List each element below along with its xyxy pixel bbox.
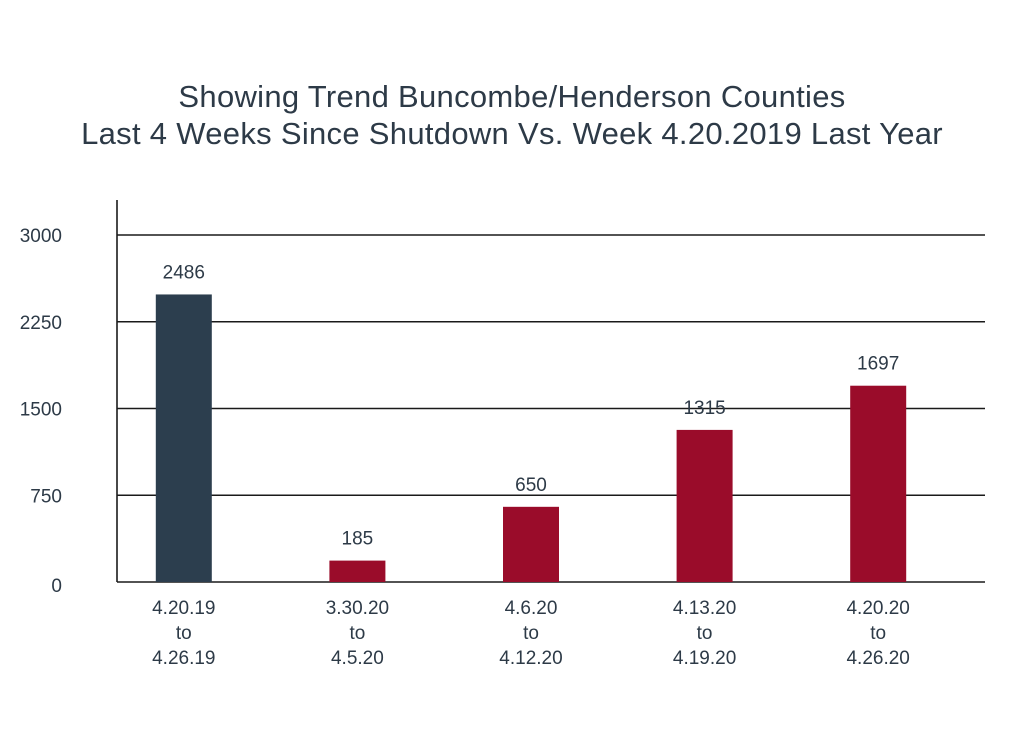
y-tick-label: 3000 [20, 226, 62, 247]
x-tick-label: to [523, 623, 539, 644]
x-tick-label: 4.12.20 [499, 648, 562, 669]
y-tick-label: 1500 [20, 400, 62, 421]
x-tick-label: to [870, 623, 886, 644]
chart-title: Showing Trend Buncombe/Henderson Countie… [178, 79, 846, 114]
bar [155, 294, 212, 582]
y-tick-label: 750 [30, 486, 62, 507]
x-tick-label: 4.5.20 [331, 648, 384, 669]
x-tick-label: 4.26.19 [152, 648, 215, 669]
x-tick-label: 4.13.20 [673, 598, 736, 619]
bar [503, 506, 559, 582]
data-label: 1315 [683, 398, 725, 419]
x-tick-label: 4.19.20 [673, 648, 736, 669]
data-label: 1697 [857, 354, 899, 375]
chart-subtitle: Last 4 Weeks Since Shutdown Vs. Week 4.2… [81, 116, 943, 151]
y-tick-label: 0 [51, 576, 62, 597]
data-label: 650 [515, 475, 547, 496]
bar [850, 385, 907, 582]
y-tick-label: 2250 [20, 313, 62, 334]
bar [329, 560, 386, 582]
data-label: 185 [342, 529, 374, 550]
x-tick-label: to [697, 623, 713, 644]
x-tick-label: 3.30.20 [326, 598, 389, 619]
data-label: 2486 [163, 262, 205, 283]
bar [676, 429, 733, 582]
x-tick-label: to [349, 623, 365, 644]
x-tick-label: 4.20.19 [152, 598, 215, 619]
x-tick-label: 4.26.20 [846, 648, 909, 669]
x-tick-label: 4.6.20 [505, 598, 558, 619]
x-tick-label: to [176, 623, 192, 644]
chart-title-block: Showing Trend Buncombe/Henderson Countie… [0, 78, 1024, 152]
x-tick-label: 4.20.20 [846, 598, 909, 619]
